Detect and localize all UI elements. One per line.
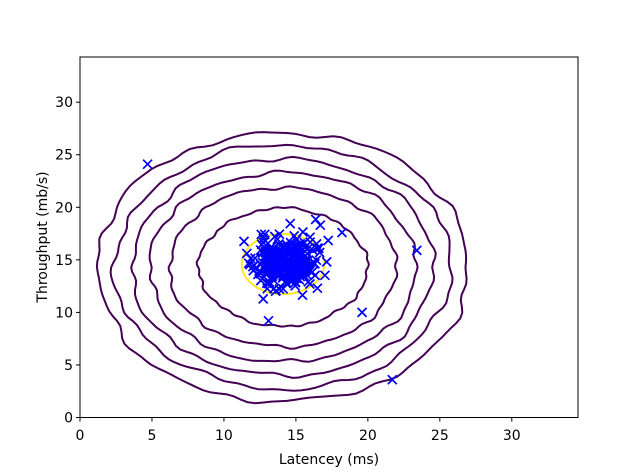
x-tick-label: 25 [431,428,449,444]
y-axis-ticks: 0 5 10 15 20 25 30 [55,95,80,427]
contour-ring [95,131,468,405]
contour-ring [167,185,399,350]
plot-area-border [79,56,579,418]
y-tick-label: 20 [55,200,73,216]
outlier-x-markers [142,159,422,385]
y-tick-label: 30 [55,95,73,111]
y-tick-label: 25 [55,148,73,164]
x-tick-label: 10 [215,428,233,444]
cluster-x-markers [238,214,334,305]
x-tick-label: 5 [148,428,157,444]
x-tick-label: 0 [76,428,85,444]
x-axis-ticks: 0 5 10 15 20 25 30 [76,417,521,444]
contour-ring [109,143,454,392]
x-tick-label: 30 [503,428,521,444]
contour-ring [195,206,370,328]
scatter-cluster-points [238,214,334,305]
contour-ring [130,155,437,379]
x-tick-label: 15 [287,428,305,444]
y-tick-label: 15 [55,253,73,269]
y-axis-label: Throughput (mb/s) [35,171,51,303]
y-tick-label: 10 [55,305,73,321]
y-tick-label: 5 [64,358,73,374]
contour-rings [95,131,468,405]
x-tick-label: 20 [359,428,377,444]
scatter-outlier-points [142,159,422,385]
contour-ring [148,169,419,363]
x-axis-label: Latencey (ms) [279,452,379,468]
y-tick-label: 0 [64,411,73,427]
